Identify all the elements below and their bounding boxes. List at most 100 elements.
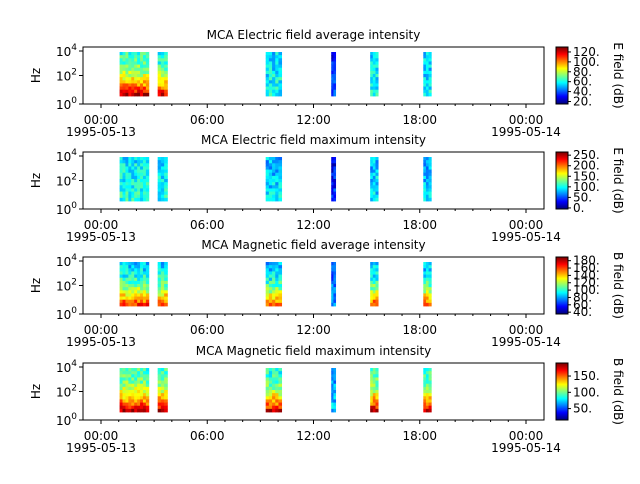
spectrogram-cell: [272, 296, 276, 301]
spectrogram-cell: [275, 271, 279, 275]
colorbar-band: [556, 50, 568, 53]
spectrogram-cell: [164, 383, 168, 388]
spectrogram-cell: [164, 262, 168, 266]
colorbar-band: [556, 370, 568, 372]
spectrogram-cell: [372, 185, 376, 189]
spectrogram-cell: [275, 396, 279, 400]
spectrogram-cell: [428, 393, 432, 397]
spectrogram-cell: [272, 386, 276, 391]
spectrogram-cell: [275, 52, 279, 56]
spectrogram-cell: [268, 262, 273, 266]
spectrogram-cell: [275, 274, 279, 279]
x-date-label: 1995-05-13: [66, 441, 136, 455]
spectrogram-cell: [131, 67, 135, 72]
spectrogram-cell: [275, 77, 279, 81]
spectrogram-cell: [164, 61, 168, 65]
spectrogram-cell: [278, 67, 283, 72]
spectrogram-cell: [372, 405, 376, 410]
spectrogram-cell: [160, 61, 165, 65]
spectrogram-cell: [278, 302, 283, 307]
spectrogram-cell: [375, 399, 379, 403]
spectrogram-cell: [278, 191, 283, 196]
spectrogram-cell: [425, 284, 430, 288]
spectrogram-cell: [372, 280, 376, 285]
spectrogram-cell: [119, 402, 123, 407]
colorbar-band: [556, 307, 568, 309]
spectrogram-cell: [428, 274, 432, 279]
spectrogram-cell: [122, 377, 126, 381]
spectrogram-cell: [134, 396, 138, 400]
spectrogram-cell: [160, 55, 165, 59]
spectrogram-cell: [142, 284, 147, 288]
spectrogram-cell: [333, 92, 337, 97]
spectrogram-cell: [268, 172, 273, 177]
spectrogram-cell: [119, 58, 123, 62]
spectrogram-cell: [372, 52, 376, 56]
spectrogram-cell: [428, 265, 432, 269]
spectrogram-segment: [265, 368, 283, 413]
spectrogram-cell: [423, 277, 427, 282]
spectrogram-cell: [265, 287, 270, 291]
spectrogram-cell: [122, 55, 126, 59]
spectrogram-cell: [425, 268, 430, 272]
colorbar-band: [556, 257, 568, 260]
spectrogram-cell: [423, 386, 427, 391]
spectrogram-cell: [164, 197, 168, 202]
spectrogram-cell: [128, 157, 132, 161]
spectrogram-cell: [428, 399, 432, 403]
spectrogram-cell: [164, 166, 168, 170]
spectrogram-cell: [125, 383, 129, 388]
spectrogram-cell: [425, 393, 430, 397]
spectrogram-cell: [428, 380, 432, 385]
spectrogram-cell: [275, 64, 279, 69]
spectrogram-cell: [131, 191, 135, 196]
spectrogram-cell: [119, 405, 123, 410]
spectrogram-cell: [425, 399, 430, 403]
spectrogram-cell: [372, 86, 376, 91]
spectrogram-cell: [428, 83, 432, 87]
spectrogram-cell: [140, 271, 144, 275]
spectrogram-cell: [331, 380, 334, 385]
spectrogram-cell: [119, 77, 123, 81]
spectrogram-cell: [157, 83, 162, 87]
spectrogram-cell: [278, 197, 283, 202]
spectrogram-cell: [145, 61, 150, 65]
spectrogram-cell: [140, 277, 144, 282]
spectrogram-cell: [372, 194, 376, 199]
spectrogram-cell: [122, 197, 126, 202]
spectrogram-cell: [145, 265, 150, 269]
spectrogram-cell: [278, 175, 283, 180]
spectrogram-cell: [268, 371, 273, 375]
spectrogram-cell: [268, 399, 273, 403]
spectrogram-cell: [125, 166, 129, 170]
spectrogram-cell: [137, 374, 141, 378]
colorbar-band: [556, 99, 568, 101]
spectrogram-cell: [157, 52, 162, 56]
spectrogram-cell: [145, 157, 150, 161]
spectrogram-cell: [333, 396, 337, 400]
spectrogram-cell: [375, 197, 379, 202]
spectrogram-cell: [137, 74, 141, 78]
spectrogram-cell: [370, 191, 374, 196]
spectrogram-cell: [272, 383, 276, 388]
spectrogram-cell: [145, 175, 150, 180]
spectrogram-cell: [272, 396, 276, 400]
spectrogram-cell: [125, 380, 129, 385]
spectrogram-cell: [265, 160, 270, 164]
spectrogram-cell: [125, 52, 129, 56]
spectrogram-cell: [333, 274, 337, 279]
spectrogram-cell: [272, 172, 276, 177]
spectrogram-cell: [160, 92, 165, 97]
spectrogram-cell: [128, 271, 132, 275]
spectrogram-cell: [128, 368, 132, 372]
x-tick-label: 06:00: [190, 113, 225, 127]
spectrogram-cell: [272, 64, 276, 69]
spectrogram-cell: [137, 371, 141, 375]
spectrogram-cell: [423, 380, 427, 385]
spectrogram-cell: [137, 64, 141, 69]
spectrogram-cell: [333, 399, 337, 403]
spectrogram-segment: [423, 262, 432, 307]
spectrogram-cell: [268, 166, 273, 170]
spectrogram-cell: [160, 399, 165, 403]
spectrogram-cell: [425, 396, 430, 400]
